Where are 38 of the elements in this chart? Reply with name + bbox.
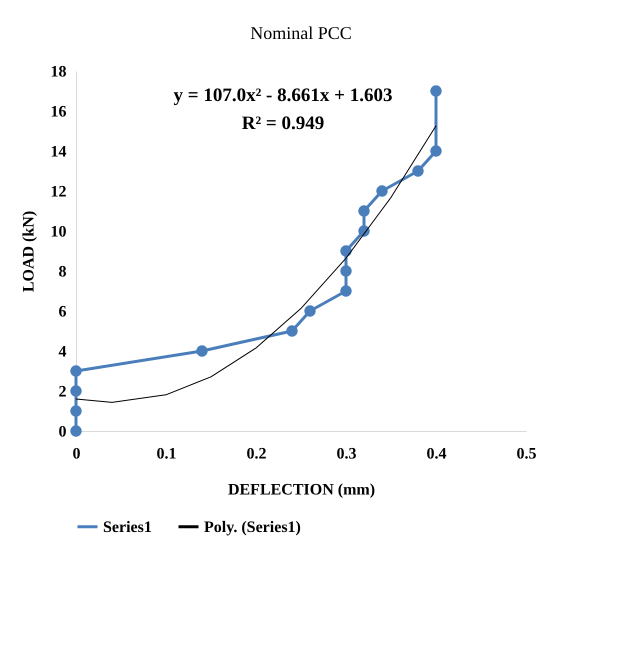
x-tick-label: 0.4 (426, 446, 446, 462)
point (196, 345, 208, 357)
y-axis-title: LOAD (kN) (20, 210, 38, 292)
x-tick-label: 0.2 (246, 446, 266, 462)
x-axis-title: DEFLECTION (mm) (228, 482, 376, 498)
point (70, 365, 82, 377)
y-tick-label: 12 (50, 184, 66, 200)
y-tick-label: 16 (50, 104, 66, 120)
annotation: R² = 0.949 (242, 113, 324, 134)
y-tick-label: 8 (58, 264, 66, 280)
x-tick-label: 0.5 (516, 446, 536, 462)
point (412, 165, 424, 177)
y-tick-label: 14 (50, 144, 66, 160)
point (340, 265, 352, 277)
point (70, 385, 82, 397)
legend-label: Poly. (Series1) (204, 518, 301, 536)
x-tick-label: 0.1 (156, 446, 176, 462)
legend-label: Series1 (103, 518, 152, 536)
point (304, 305, 316, 317)
y-tick-label: 4 (58, 344, 66, 360)
y-tick-label: 2 (58, 384, 66, 400)
point (430, 145, 442, 157)
chart-title: Nominal PCC (250, 23, 352, 43)
point (286, 325, 298, 337)
point (430, 85, 442, 97)
y-tick-label: 0 (58, 424, 66, 440)
point (70, 425, 82, 437)
point (340, 285, 352, 297)
y-tick-label: 10 (50, 224, 66, 240)
annotation: y = 107.0x² - 8.661x + 1.603 (174, 85, 392, 106)
y-tick-label: 6 (58, 304, 66, 320)
point (340, 245, 352, 257)
point (376, 185, 388, 197)
y-tick-label: 18 (50, 64, 66, 80)
point (358, 205, 370, 217)
point (70, 405, 82, 417)
x-tick-label: 0.3 (336, 446, 356, 462)
x-tick-label: 0 (72, 446, 80, 462)
